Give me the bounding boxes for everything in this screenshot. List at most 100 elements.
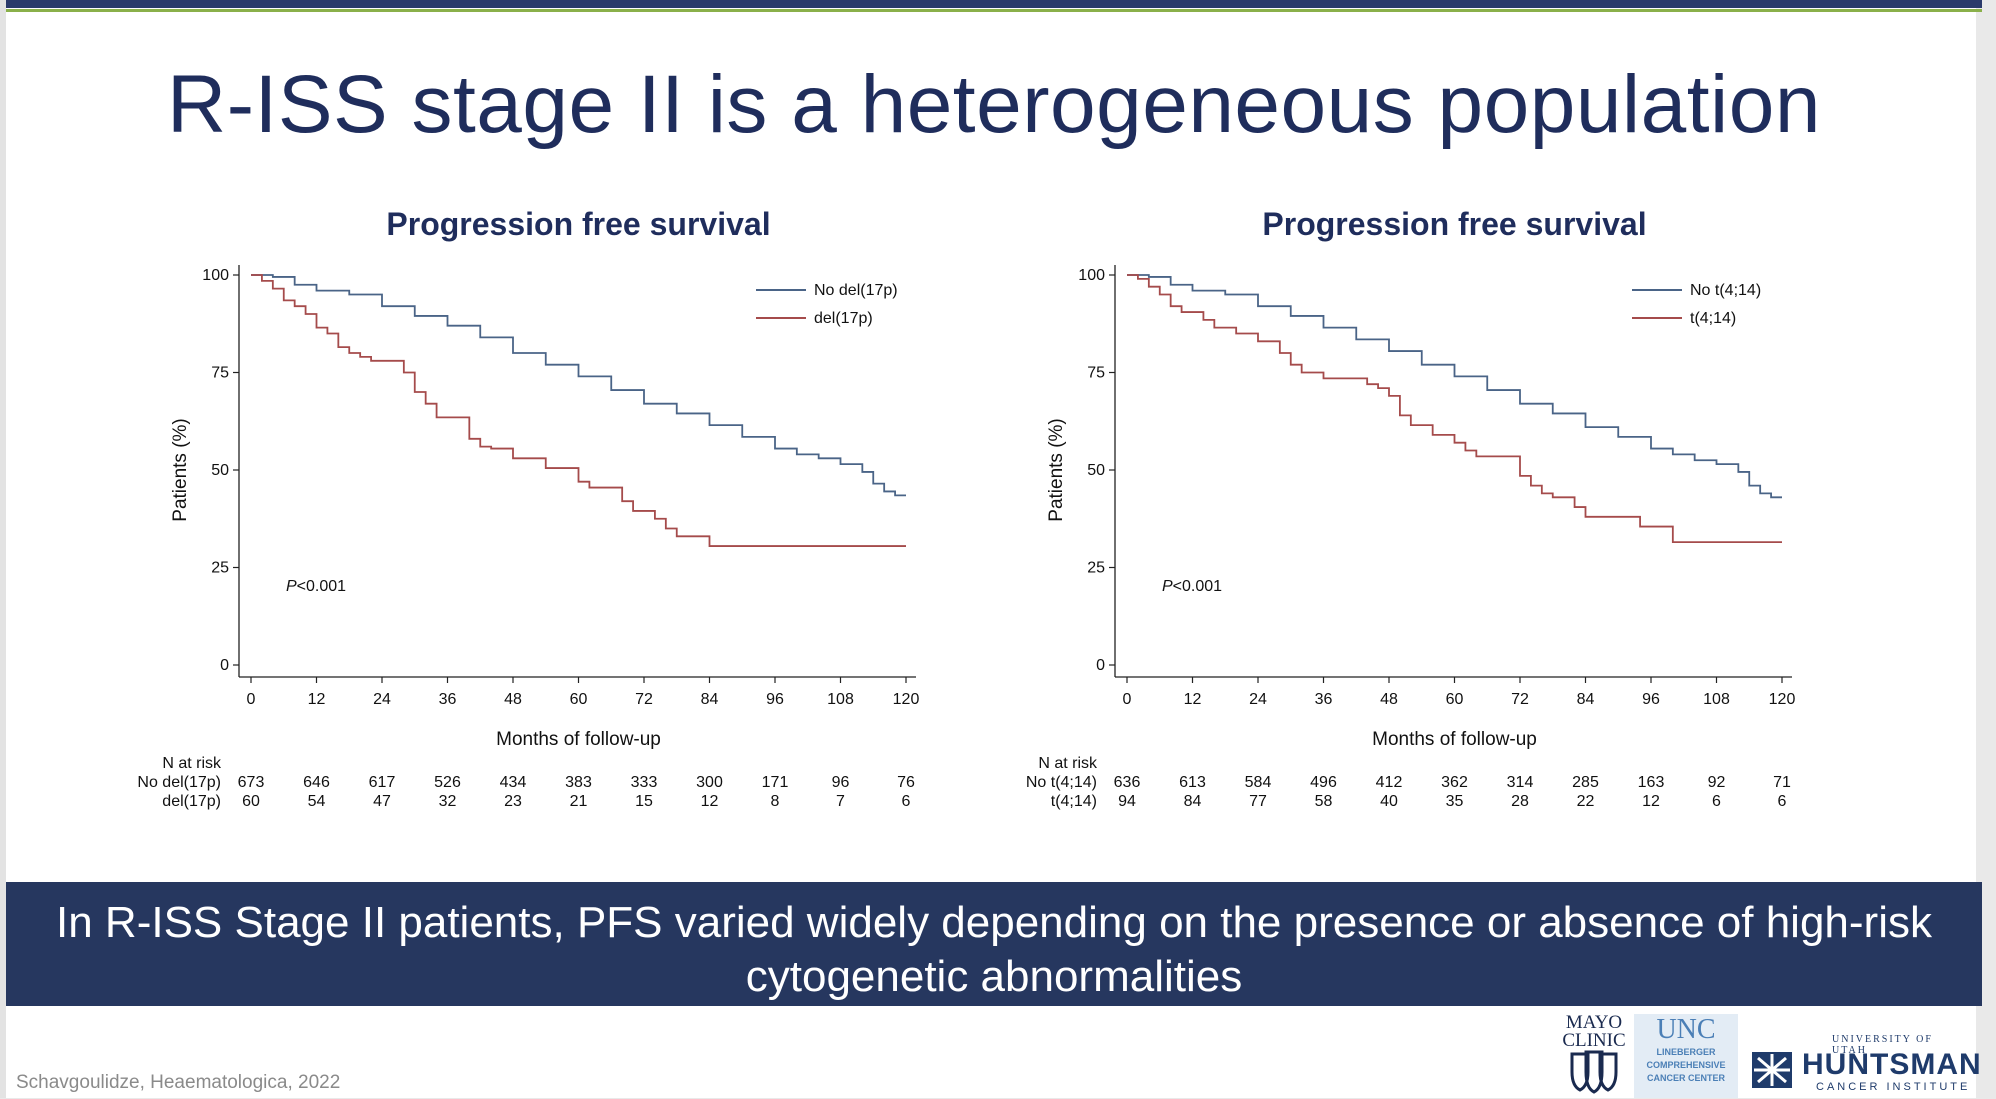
x-tick-label: 72 — [1511, 691, 1529, 708]
risk-cell: 314 — [1507, 774, 1534, 791]
unc-logo-subline: COMPREHENSIVE — [1646, 1060, 1726, 1070]
risk-cell: 60 — [242, 793, 260, 810]
series-line — [1127, 274, 1782, 544]
risk-cell: 6 — [1778, 793, 1787, 810]
mayo-shields-icon — [1570, 1050, 1618, 1094]
risk-cell: 636 — [1114, 774, 1141, 791]
risk-row-label: del(17p) — [162, 793, 221, 810]
risk-cell: 94 — [1118, 793, 1136, 810]
risk-cell: 92 — [1708, 774, 1726, 791]
x-tick-label: 120 — [1769, 691, 1796, 708]
conclusion-banner: In R-ISS Stage II patients, PFS varied w… — [6, 882, 1982, 1006]
x-tick-label: 60 — [570, 691, 588, 708]
y-tick-label: 100 — [202, 267, 229, 284]
slide-title: R-ISS stage II is a heterogeneous popula… — [167, 59, 1821, 150]
x-tick-label: 48 — [504, 691, 522, 708]
x-axis-label: Months of follow-up — [496, 729, 661, 750]
risk-cell: 171 — [762, 774, 789, 791]
chart-title: Progression free survival — [386, 206, 770, 242]
risk-table-header: N at risk — [1038, 755, 1098, 772]
risk-cell: 673 — [238, 774, 265, 791]
risk-row-label: t(4;14) — [1051, 793, 1097, 810]
x-tick-label: 84 — [701, 691, 719, 708]
risk-cell: 7 — [836, 793, 845, 810]
risk-cell: 47 — [373, 793, 391, 810]
risk-cell: 71 — [1773, 774, 1791, 791]
legend-label: del(17p) — [814, 310, 873, 327]
x-tick-label: 0 — [1123, 691, 1132, 708]
p-value-annotation: P<0.001 — [286, 578, 346, 595]
risk-cell: 300 — [696, 774, 723, 791]
risk-cell: 362 — [1441, 774, 1468, 791]
risk-cell: 163 — [1638, 774, 1665, 791]
x-tick-label: 108 — [827, 691, 854, 708]
p-value-annotation: P<0.001 — [1162, 578, 1222, 595]
km-chart-t414: Progression free survival 0 25 50 75 100 0 12 24… — [1026, 206, 1796, 810]
risk-table-header: N at risk — [162, 755, 222, 772]
x-tick-label: 36 — [1315, 691, 1333, 708]
citation: Schavgoulidze, Heaematologica, 2022 — [16, 1072, 341, 1093]
x-tick-label: 84 — [1577, 691, 1595, 708]
x-tick-label: 48 — [1380, 691, 1398, 708]
risk-cell: 383 — [565, 774, 592, 791]
risk-cell: 23 — [504, 793, 522, 810]
risk-cell: 15 — [635, 793, 653, 810]
risk-cell: 613 — [1179, 774, 1206, 791]
mayo-logo-line: MAYO — [1565, 1012, 1623, 1033]
series-line — [251, 274, 906, 497]
risk-cell: 28 — [1511, 793, 1529, 810]
risk-cell: 285 — [1572, 774, 1599, 791]
unc-lineberger-logo: UNC LINEBERGER COMPREHENSIVE CANCER CENT… — [1634, 1014, 1738, 1098]
series-line — [251, 274, 906, 547]
unc-logo-text: UNC — [1656, 1014, 1716, 1045]
x-tick-label: 24 — [1249, 691, 1267, 708]
x-tick-label: 96 — [766, 691, 784, 708]
unc-logo-subline: CANCER CENTER — [1646, 1073, 1725, 1083]
x-tick-label: 96 — [1642, 691, 1660, 708]
risk-cell: 646 — [303, 774, 330, 791]
x-tick-label: 24 — [373, 691, 391, 708]
y-tick-label: 75 — [211, 365, 229, 382]
y-tick-label: 75 — [1087, 365, 1105, 382]
risk-cell: 12 — [1642, 793, 1660, 810]
x-tick-label: 60 — [1446, 691, 1464, 708]
risk-cell: 496 — [1310, 774, 1337, 791]
risk-cell: 58 — [1315, 793, 1333, 810]
legend-label: No del(17p) — [814, 282, 898, 299]
mayo-logo-line: CLINIC — [1562, 1030, 1626, 1051]
x-tick-label: 120 — [893, 691, 920, 708]
risk-cell: 12 — [701, 793, 719, 810]
km-chart-del17p: Progression free survival 0 25 50 75 100 0 12 24… — [137, 206, 920, 810]
risk-cell: 96 — [832, 774, 850, 791]
risk-cell: 22 — [1577, 793, 1595, 810]
unc-logo-subline: LINEBERGER — [1656, 1047, 1716, 1057]
risk-cell: 35 — [1446, 793, 1464, 810]
y-tick-label: 25 — [1087, 560, 1105, 577]
risk-cell: 84 — [1184, 793, 1202, 810]
risk-cell: 333 — [631, 774, 658, 791]
huntsman-logo-text: HUNTSMAN — [1802, 1048, 1982, 1081]
risk-cell: 32 — [439, 793, 457, 810]
risk-cell: 434 — [500, 774, 527, 791]
huntsman-logo-top: UNIVERSITY OF UTAH — [1832, 1034, 1933, 1056]
risk-cell: 617 — [369, 774, 396, 791]
x-axis-label: Months of follow-up — [1372, 729, 1537, 750]
x-tick-label: 12 — [308, 691, 326, 708]
y-tick-label: 100 — [1078, 267, 1105, 284]
risk-row-label: No t(4;14) — [1026, 774, 1097, 791]
y-tick-label: 25 — [211, 560, 229, 577]
risk-cell: 76 — [897, 774, 915, 791]
legend-label: No t(4;14) — [1690, 282, 1761, 299]
x-tick-label: 108 — [1703, 691, 1730, 708]
top-accent-line — [6, 9, 1982, 12]
risk-cell: 8 — [771, 793, 780, 810]
x-tick-label: 72 — [635, 691, 653, 708]
y-tick-label: 0 — [1096, 657, 1105, 674]
huntsman-logo-sub: CANCER INSTITUTE — [1816, 1081, 1971, 1093]
risk-cell: 6 — [1712, 793, 1721, 810]
y-axis-label: Patients (%) — [170, 418, 191, 521]
risk-cell: 77 — [1249, 793, 1267, 810]
top-accent-bar — [6, 0, 1982, 8]
risk-cell: 21 — [570, 793, 588, 810]
